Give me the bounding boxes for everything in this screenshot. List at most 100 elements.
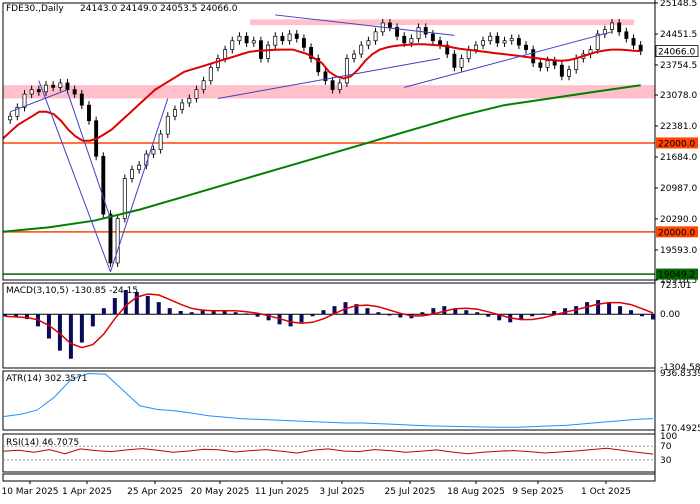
candle-body bbox=[545, 60, 550, 68]
candle-body bbox=[187, 98, 192, 104]
candle-body bbox=[481, 40, 485, 46]
macd-bar bbox=[387, 314, 392, 316]
macd-bar bbox=[541, 313, 546, 315]
candle-body bbox=[445, 44, 450, 55]
price-tick-label: 18916.5 bbox=[660, 276, 697, 286]
candle-body bbox=[559, 64, 564, 77]
macd-bar bbox=[618, 306, 623, 315]
macd-bar bbox=[211, 310, 216, 315]
level-label-bg-2 bbox=[656, 268, 698, 280]
candle-body bbox=[58, 82, 63, 88]
level-label-0: 22000.0 bbox=[658, 139, 695, 149]
panel-border-0 bbox=[2, 2, 656, 281]
macd-bar bbox=[530, 314, 535, 317]
macd-bar bbox=[332, 306, 337, 315]
last-price-label-bg bbox=[655, 45, 699, 58]
atr-tick-label: 936.8339 bbox=[660, 369, 700, 379]
candle-body bbox=[309, 47, 314, 59]
resistance-zone-1 bbox=[3, 85, 655, 99]
candle-body bbox=[36, 89, 41, 93]
candle-body bbox=[574, 58, 579, 70]
candle-body bbox=[15, 107, 20, 117]
candle-body bbox=[395, 27, 400, 37]
macd-bar bbox=[519, 314, 524, 320]
candle-body bbox=[130, 169, 134, 179]
candle-body bbox=[173, 109, 177, 117]
candle-body bbox=[473, 44, 478, 50]
candle-body bbox=[631, 38, 636, 46]
date-tick-label: 25 Apr 2025 bbox=[127, 487, 183, 497]
price-tick-label: 24451.5 bbox=[660, 30, 697, 40]
level-label-bg-0 bbox=[656, 137, 698, 149]
candle-body bbox=[208, 67, 213, 82]
macd-bar bbox=[376, 312, 381, 315]
rsi-header: RSI(14) 46.7075 bbox=[6, 438, 79, 448]
date-tick-label: 1 Apr 2025 bbox=[62, 487, 112, 497]
candle-body bbox=[524, 44, 528, 50]
candle-body bbox=[502, 40, 507, 44]
macd-bar bbox=[431, 308, 436, 315]
ma-red-line bbox=[2, 43, 641, 142]
candle-body bbox=[137, 164, 142, 170]
macd-bar bbox=[640, 314, 645, 317]
candle-body bbox=[409, 38, 414, 44]
date-tick-label: 20 May 2025 bbox=[191, 487, 250, 497]
candle-body bbox=[366, 40, 371, 46]
price-tick-label: 19593.0 bbox=[660, 246, 697, 256]
level-label-bg-1 bbox=[656, 226, 698, 238]
macd-bar bbox=[607, 302, 612, 315]
macd-bar bbox=[79, 314, 84, 343]
macd-bar bbox=[585, 302, 590, 315]
price-tick-label: 20987.0 bbox=[660, 184, 697, 194]
candle-body bbox=[79, 93, 84, 106]
trend-line-0 bbox=[9, 89, 68, 113]
date-tick-label: 11 Jun 2025 bbox=[255, 487, 309, 497]
candle-body bbox=[516, 38, 521, 46]
macd-bar bbox=[90, 314, 95, 327]
macd-bar bbox=[156, 302, 161, 315]
macd-bar bbox=[321, 310, 326, 315]
level-label-1: 20000.0 bbox=[658, 228, 695, 238]
candle-body bbox=[488, 35, 493, 42]
macd-signal-line bbox=[4, 293, 654, 349]
macd-bar bbox=[189, 312, 194, 315]
candle-body bbox=[416, 27, 421, 39]
candle-body bbox=[459, 58, 464, 68]
candle-body bbox=[22, 93, 27, 108]
candle-body bbox=[287, 33, 292, 42]
candle-body bbox=[323, 71, 328, 82]
candle-body bbox=[617, 22, 622, 33]
macd-bar bbox=[222, 311, 227, 315]
macd-bar bbox=[420, 312, 425, 315]
macd-tick-label: -1304.58 bbox=[660, 363, 700, 373]
panel-border-4 bbox=[2, 473, 656, 482]
candle-body bbox=[352, 53, 357, 59]
candle-body bbox=[8, 115, 13, 121]
candle-body bbox=[337, 82, 342, 90]
macd-bar bbox=[167, 308, 172, 315]
last-price-label: 24066.0 bbox=[658, 48, 695, 58]
macd-bar bbox=[651, 314, 655, 320]
candle-body bbox=[610, 22, 614, 30]
candle-body bbox=[115, 218, 120, 264]
macd-bar bbox=[596, 300, 601, 315]
macd-tick-label: 0.00 bbox=[660, 310, 680, 320]
macd-bar bbox=[255, 314, 260, 317]
macd-bar bbox=[453, 308, 458, 315]
candle-body bbox=[273, 35, 278, 46]
macd-bar bbox=[57, 314, 62, 351]
candle-body bbox=[122, 178, 127, 219]
macd-bar bbox=[68, 314, 73, 359]
macd-bar bbox=[464, 310, 469, 315]
macd-bar bbox=[101, 308, 106, 315]
candle-body bbox=[531, 49, 536, 64]
price-tick-label: 21684.0 bbox=[660, 153, 697, 163]
price-tick-label: 25148.5 bbox=[660, 0, 697, 9]
price-tick-label: 20290.0 bbox=[660, 215, 697, 225]
candle-body bbox=[108, 213, 113, 264]
resistance-zone-0 bbox=[250, 19, 634, 26]
candle-body bbox=[223, 49, 228, 59]
macd-bar bbox=[266, 314, 271, 321]
candle-body bbox=[101, 155, 106, 215]
